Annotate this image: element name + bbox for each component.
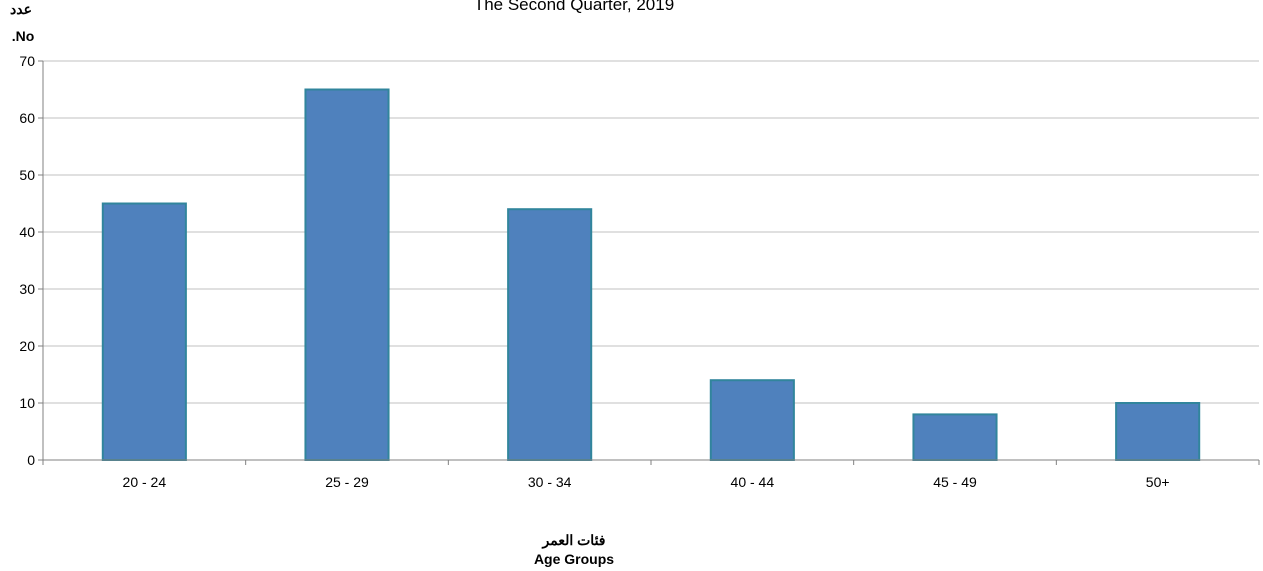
chart-title: The Second Quarter, 2019 xyxy=(474,0,674,14)
y-tick-label: 10 xyxy=(19,395,35,411)
bar-20-24 xyxy=(101,202,187,461)
x-axis xyxy=(42,61,1259,461)
y-tick-label: 30 xyxy=(19,281,35,297)
x-tick-label: 40 - 44 xyxy=(731,474,775,490)
bar-30-34 xyxy=(507,208,593,461)
x-axis-label-en: Age Groups xyxy=(534,551,614,567)
bar-45-49 xyxy=(912,413,998,461)
y-tick-label: 70 xyxy=(19,53,35,69)
y-tick-label: 50 xyxy=(19,167,35,183)
bars xyxy=(101,88,1201,462)
y-axis-ticks: 0 10 20 30 40 50 60 70 xyxy=(19,53,43,468)
x-tick-label: 30 - 34 xyxy=(528,474,572,490)
bar-50 xyxy=(1115,402,1201,461)
y-tick-label: 60 xyxy=(19,110,35,126)
y-axis-label-ar: عدد xyxy=(10,1,32,17)
gridlines xyxy=(43,60,1259,404)
x-axis-ticks: 20 - 24 25 - 29 30 - 34 40 - 44 45 - 49 50+ xyxy=(42,460,1260,490)
y-tick-label: 0 xyxy=(27,452,35,468)
x-tick-label: 50+ xyxy=(1146,474,1170,490)
x-tick-label: 20 - 24 xyxy=(123,474,167,490)
y-axis-label-en: .No xyxy=(12,28,35,44)
y-tick-label: 20 xyxy=(19,338,35,354)
x-tick-label: 45 - 49 xyxy=(933,474,977,490)
x-tick-label: 25 - 29 xyxy=(325,474,369,490)
y-tick-label: 40 xyxy=(19,224,35,240)
x-axis-label-ar: فئات العمر xyxy=(542,532,606,549)
bar-25-29 xyxy=(304,88,390,461)
bar-40-44 xyxy=(709,379,795,462)
